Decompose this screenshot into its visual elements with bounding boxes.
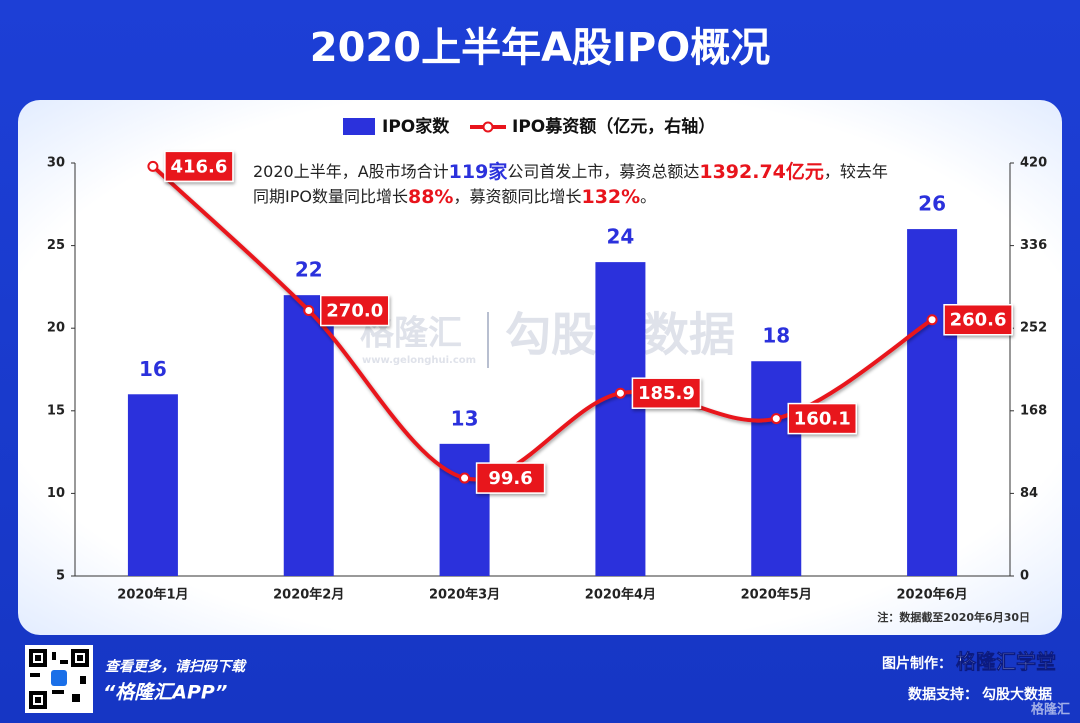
y2-tick-label: 168	[1020, 403, 1047, 418]
legend-swatch	[343, 118, 375, 135]
x-tick-label: 2020年3月	[429, 587, 500, 603]
annotation-text: 1392.74亿元	[699, 160, 824, 183]
qr-code	[25, 645, 93, 713]
y-tick-label: 25	[47, 238, 65, 253]
footer-made-label: 图片制作：	[882, 655, 952, 672]
annotation-text: 。	[640, 187, 656, 206]
bar	[127, 394, 178, 576]
bar-label: 26	[918, 192, 946, 216]
bar-label: 18	[762, 324, 790, 348]
y2-tick-label: 252	[1020, 321, 1047, 336]
bar	[283, 295, 334, 576]
bar-label: 16	[139, 357, 167, 381]
value-label: 260.6	[950, 310, 1007, 331]
title: 2020上半年A股IPO概况	[310, 25, 771, 71]
line-point	[614, 387, 626, 399]
legend-label: IPO家数	[382, 116, 450, 137]
legend-label: IPO募资额（亿元，右轴）	[512, 116, 715, 137]
footer-made-by: 格隆汇学堂	[956, 650, 1056, 674]
value-label-box	[320, 294, 390, 327]
value-label: 99.6	[488, 468, 532, 489]
line-point	[926, 314, 938, 326]
annotation-line: 同期IPO数量同比增长88%，募资额同比增长132%。	[253, 186, 656, 208]
x-tick-label: 2020年1月	[117, 587, 188, 603]
bar	[907, 229, 958, 576]
value-label: 416.6	[170, 156, 227, 177]
watermark-url: www.gelonghui.com	[362, 355, 476, 366]
note: 注：数据截至2020年6月30日	[877, 610, 1030, 624]
annotation-line: 2020上半年，A股市场合计119家公司首发上市，募资总额达1392.74亿元，…	[253, 160, 888, 183]
y-tick-label: 5	[56, 569, 65, 584]
line-point	[147, 160, 159, 172]
y2-tick-label: 336	[1020, 238, 1047, 253]
legend-swatch	[482, 121, 494, 133]
line-point	[303, 305, 315, 316]
value-label-box	[475, 462, 546, 494]
annotation-text: 同期IPO数量同比增长	[253, 187, 408, 206]
value-label: 160.1	[794, 409, 851, 430]
footer-data-by: 勾股大数据	[982, 686, 1052, 703]
annotation-text: 2020上半年，A股市场合计	[253, 162, 449, 181]
line-point	[459, 472, 471, 484]
value-label-box	[164, 150, 234, 183]
y-tick-label: 10	[47, 486, 65, 501]
value-label-box	[787, 402, 857, 435]
value-label: 185.9	[638, 383, 695, 404]
annotation-text: ，募资额同比增长	[453, 187, 581, 206]
value-label: 270.0	[326, 301, 383, 322]
footer-scan: 查看更多，请扫码下载	[105, 658, 247, 675]
annotation-text: 88%	[408, 186, 453, 208]
bar	[595, 262, 646, 576]
bar-label: 13	[451, 406, 479, 430]
y-tick-label: 30	[47, 156, 65, 171]
line-point	[770, 413, 782, 425]
value-label-box	[943, 303, 1013, 336]
footer-logo: 格隆汇	[1031, 702, 1070, 718]
y2-tick-label: 84	[1020, 486, 1038, 501]
bar-label: 22	[295, 258, 323, 282]
x-tick-label: 2020年5月	[741, 587, 812, 603]
bar	[751, 361, 802, 576]
bar-label: 24	[606, 225, 634, 249]
x-tick-label: 2020年6月	[896, 587, 967, 603]
annotation-text: 132%	[581, 186, 640, 208]
x-tick-label: 2020年4月	[585, 587, 656, 603]
y-tick-label: 15	[47, 403, 65, 418]
y-tick-label: 20	[47, 321, 65, 336]
annotation-text: 119家	[449, 160, 509, 183]
x-tick-label: 2020年2月	[273, 587, 344, 603]
y2-tick-label: 420	[1020, 156, 1047, 171]
footer-data-label: 数据支持：	[908, 686, 978, 703]
annotation-text: ，较去年	[824, 162, 888, 181]
footer-app: “格隆汇APP”	[103, 682, 227, 704]
value-label-box	[631, 377, 702, 409]
y2-tick-label: 0	[1020, 569, 1029, 584]
annotation-text: 公司首发上市，募资总额达	[507, 162, 699, 181]
